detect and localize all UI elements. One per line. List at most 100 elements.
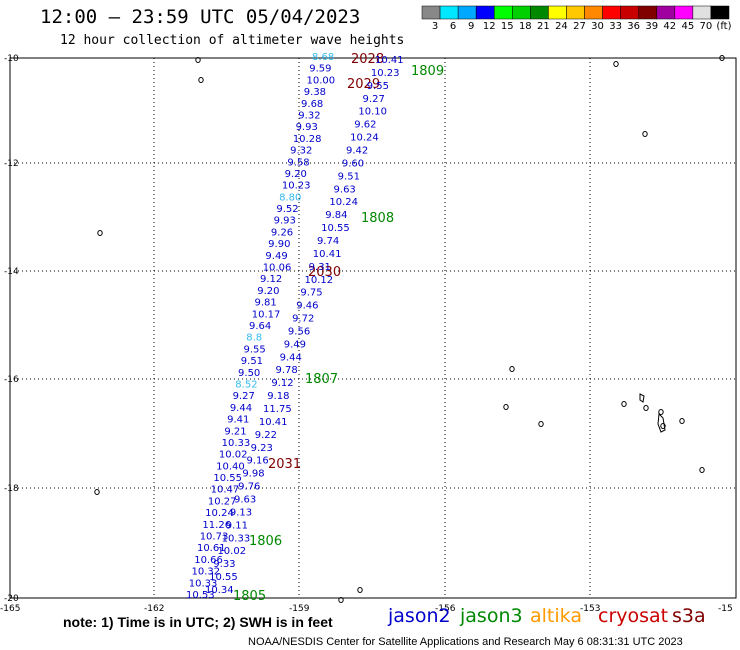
credit-line: NOAA/NESDIS Center for Satellite Applica… xyxy=(248,636,683,648)
wave-height-value: 9.22 xyxy=(255,430,277,441)
wave-height-value: 10.24 xyxy=(205,508,234,519)
legend-tick-label: 9 xyxy=(467,21,475,32)
wave-height-value: 9.27 xyxy=(363,94,385,105)
island-outline xyxy=(660,423,666,429)
x-axis-label: -162 xyxy=(144,604,164,614)
wave-height-value: 9.90 xyxy=(268,239,290,250)
wave-height-value: 9.55 xyxy=(244,344,266,355)
island-outline xyxy=(621,401,627,407)
legend-swatch xyxy=(674,5,694,20)
legend-tick-label: 36 xyxy=(627,21,641,32)
legend-swatch xyxy=(475,5,495,20)
legend-swatch xyxy=(548,5,567,20)
island-outline xyxy=(642,131,648,137)
wave-height-value: 10.41 xyxy=(259,417,288,428)
wave-height-value: 9.55 xyxy=(367,81,389,92)
track-number-label: 2031 xyxy=(268,457,301,472)
wave-height-value: 10.55 xyxy=(213,473,242,484)
legend-tick-label: 45 xyxy=(681,21,695,32)
legend-ticks: 3 6 9 12 15 18 21 24 27 30 33 36 39 42 45 70 (ft) xyxy=(422,21,732,35)
island-outline xyxy=(643,405,649,411)
page-subtitle: 12 hour collection of altimeter wave hei… xyxy=(60,33,405,48)
wave-height-value: 9.64 xyxy=(249,321,271,332)
wave-height-value: 11.75 xyxy=(263,404,292,415)
legend-swatch xyxy=(584,5,603,20)
wave-height-value: 10.66 xyxy=(194,555,223,566)
legend-tick-label: 33 xyxy=(609,21,622,32)
wave-height-value: 10.00 xyxy=(307,75,336,86)
wave-height-value: 9.63 xyxy=(234,495,256,506)
legend-swatch xyxy=(512,5,531,20)
legend-swatch xyxy=(620,5,639,20)
wave-height-value: 9.50 xyxy=(238,368,260,379)
wave-height-value: 10.33 xyxy=(189,578,218,589)
wave-height-value: 9.81 xyxy=(254,298,276,309)
wave-height-value: 8.80 xyxy=(279,192,301,203)
island-outline xyxy=(699,467,705,473)
legend-tick-label: 21 xyxy=(537,21,550,32)
wave-height-value: 10.24 xyxy=(329,197,358,208)
legend-tick-label: 30 xyxy=(591,21,604,32)
legend-tick-label: 70 xyxy=(699,21,713,32)
wave-height-value: 9.93 xyxy=(296,122,318,133)
wave-height-value: 9.44 xyxy=(230,403,252,414)
wave-height-value: 9.18 xyxy=(267,391,289,402)
wave-height-value: 9.12 xyxy=(260,274,282,285)
y-axis-label: -20 xyxy=(4,594,19,604)
legend-tick-label: 27 xyxy=(573,21,586,32)
island-outline xyxy=(198,77,204,83)
wave-height-value: 8.8 xyxy=(246,333,262,344)
wave-height-value: 10.06 xyxy=(263,263,292,274)
legend-swatch xyxy=(530,5,549,20)
wave-height-value: 9.93 xyxy=(274,216,296,227)
wave-height-value: 9.11 xyxy=(226,520,248,531)
sat-altika-label: altika xyxy=(530,605,582,627)
legend-swatch xyxy=(656,5,676,20)
legend-tick-label: 18 xyxy=(518,21,532,32)
wave-height-value: 9.23 xyxy=(251,443,273,454)
track-number-label: 2029 xyxy=(347,77,380,92)
island-outline xyxy=(613,61,619,67)
wave-height-value: 9.32 xyxy=(298,110,320,121)
wave-height-value: 10.40 xyxy=(216,461,245,472)
track-number-label: 1805 xyxy=(233,589,266,604)
footnote: note: 1) Time is in UTC; 2) SWH is in fe… xyxy=(63,614,333,630)
wave-height-value: 10.33 xyxy=(222,438,251,449)
wave-height-value: 9.60 xyxy=(342,158,364,169)
legend-tick-label: (ft) xyxy=(716,21,732,32)
wave-height-value: 9.75 xyxy=(300,288,322,299)
wave-height-value: 9.51 xyxy=(241,356,263,367)
wave-height-value: 10.55 xyxy=(321,223,350,234)
x-axis-label: -15 xyxy=(718,604,733,614)
legend-swatch xyxy=(638,5,658,20)
track-number-label: 1809 xyxy=(411,64,444,79)
wave-height-value: 9.52 xyxy=(276,204,298,215)
legend-tick-label: 6 xyxy=(449,21,457,32)
wave-height-value: 9.46 xyxy=(296,301,318,312)
wave-height-value: 9.98 xyxy=(242,469,264,480)
wave-height-value: 9.63 xyxy=(334,184,356,195)
x-axis-label: -159 xyxy=(289,604,310,614)
wave-height-value: 10.02 xyxy=(219,450,248,461)
legend-swatch xyxy=(692,5,712,20)
wave-height-value: 10.02 xyxy=(217,546,246,557)
wave-height-value: 10.10 xyxy=(358,107,387,118)
wave-height-value: 9.13 xyxy=(230,507,252,518)
wave-height-value: 9.33 xyxy=(213,559,235,570)
wave-height-value: 9.27 xyxy=(233,391,255,402)
wave-height-value: 10.34 xyxy=(205,585,234,596)
wave-height-value: 8.68 xyxy=(312,52,334,63)
wave-height-value: 10.27 xyxy=(208,496,237,507)
wave-height-value: 9.20 xyxy=(257,286,279,297)
wave-height-value: 10.23 xyxy=(282,181,311,192)
wave-height-value: 10.24 xyxy=(350,133,379,144)
sat-jason2-label: jason2 xyxy=(388,605,451,627)
y-axis-label: -12 xyxy=(4,159,19,169)
wave-height-value: 9.20 xyxy=(285,169,307,180)
wave-height-value: 10.53 xyxy=(186,590,215,601)
map-frame xyxy=(9,57,737,599)
track-number-label: 1806 xyxy=(249,534,282,549)
wave-height-value: 10.61 xyxy=(197,543,226,554)
wave-height-value: 10.17 xyxy=(252,309,281,320)
track-number-label: 2030 xyxy=(308,265,341,280)
